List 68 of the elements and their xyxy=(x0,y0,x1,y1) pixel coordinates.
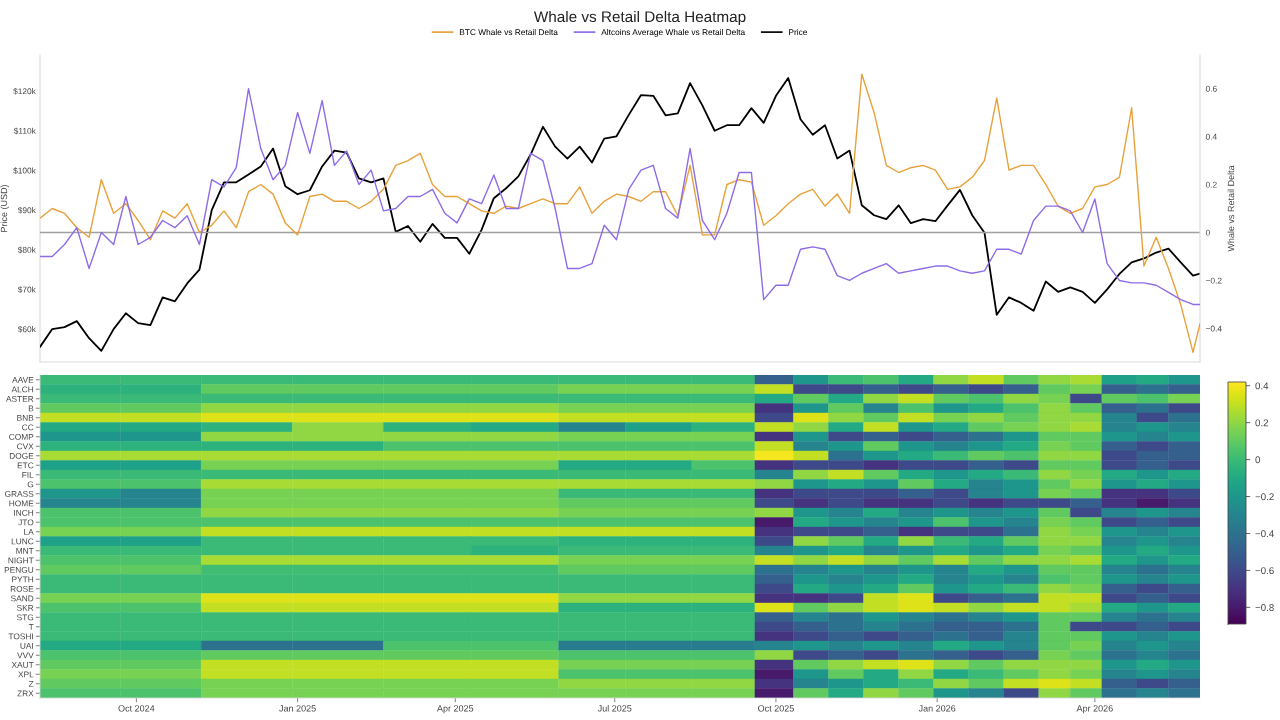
y-axis-title: Price (USD) xyxy=(0,184,9,232)
y2-axis-title: Whale vs Retail Delta xyxy=(1227,165,1235,252)
y-tick-label: STG xyxy=(17,614,34,621)
y2-tick-label: 0.6 xyxy=(1205,85,1217,92)
y-tick-label: PYTH xyxy=(12,576,34,583)
y-tick-label: B xyxy=(28,405,34,412)
y-tick-label: FIL xyxy=(22,472,34,478)
y-tick-label: LUNC xyxy=(11,538,34,545)
color-bar-label: −0.4 xyxy=(1255,530,1274,538)
legend-label: BTC Whale vs Retail Delta xyxy=(459,28,558,36)
y2-tick-label: 0.4 xyxy=(1205,133,1217,140)
y-tick-label: DOGE xyxy=(9,452,34,459)
y2-tick-label: −0.4 xyxy=(1205,325,1222,332)
y-tick-label: LA xyxy=(24,529,34,535)
y2-tick-label: −0.2 xyxy=(1205,277,1222,284)
y-tick-label: GRASS xyxy=(4,490,34,497)
y-tick-label: ASTER xyxy=(5,395,34,402)
x-tick-label: Jan 2026 xyxy=(918,705,956,712)
y-tick-label: VVV xyxy=(17,652,34,659)
y-tick-label: Z xyxy=(28,681,34,687)
y-tick-label: UAI xyxy=(20,643,33,649)
y-tick-label: SAND xyxy=(10,595,34,602)
legend-label: Price xyxy=(789,28,808,36)
y-tick-label: $90k xyxy=(17,206,36,214)
y-tick-label: $70k xyxy=(17,286,36,294)
y-tick-label: $110k xyxy=(13,127,36,135)
color-bar-label: 0.2 xyxy=(1255,419,1269,427)
y2-tick-label: 0.2 xyxy=(1205,181,1217,188)
color-bar-label: −0.2 xyxy=(1255,493,1274,501)
x-tick-label: Oct 2025 xyxy=(758,705,794,712)
y-tick-label: BNB xyxy=(17,415,34,421)
y-tick-label: CVX xyxy=(17,443,34,450)
y-tick-label: HOME xyxy=(9,500,34,507)
y-tick-label: $60k xyxy=(17,325,36,333)
x-tick-label: Jan 2025 xyxy=(279,705,316,712)
chart-title: Whale vs Retail Delta Heatmap xyxy=(533,10,746,26)
y-tick-label: INCH xyxy=(14,509,34,516)
x-tick-label: Apr 2025 xyxy=(436,705,474,714)
color-bar-label: −0.6 xyxy=(1255,567,1274,575)
y-tick-label: JTO xyxy=(18,519,34,526)
y-tick-label: TOSHI xyxy=(8,633,33,640)
y-tick-label: ZRX xyxy=(17,690,34,697)
y-tick-label: ETC xyxy=(17,462,34,469)
y-tick-label: CC xyxy=(22,424,34,431)
x-tick-label: Apr 2026 xyxy=(1076,705,1113,714)
color-bar-label: 0 xyxy=(1255,456,1261,464)
y-tick-label: $80k xyxy=(17,246,36,254)
y-tick-label: T xyxy=(28,624,34,630)
y-tick-label: G xyxy=(27,481,34,488)
y-tick-label: XPL xyxy=(18,671,34,678)
y-tick-label: ROSE xyxy=(10,585,34,592)
y-tick-label: XAUT xyxy=(11,662,34,668)
color-bar-label: −0.8 xyxy=(1255,604,1274,611)
color-bar-label: 0.4 xyxy=(1255,382,1269,390)
y-tick-label: $120k xyxy=(13,87,36,95)
y-tick-label: AAVE xyxy=(12,377,34,383)
legend-label: Altcoins Average Whale vs Retail Delta xyxy=(601,28,746,37)
line-series xyxy=(40,87,1200,306)
y-tick-label: PENGU xyxy=(4,566,34,573)
x-tick-label: Jul 2025 xyxy=(597,704,632,712)
y-tick-label: ALCH xyxy=(11,386,34,393)
y-tick-label: SKR xyxy=(16,604,34,611)
x-tick-label: Oct 2024 xyxy=(118,705,155,712)
y-tick-label: NIGHT xyxy=(8,557,34,564)
y2-tick-label: 0 xyxy=(1205,229,1210,236)
y-tick-label: COMP xyxy=(9,433,34,440)
y-tick-label: MNT xyxy=(16,548,34,554)
y-tick-label: $100k xyxy=(13,167,36,175)
